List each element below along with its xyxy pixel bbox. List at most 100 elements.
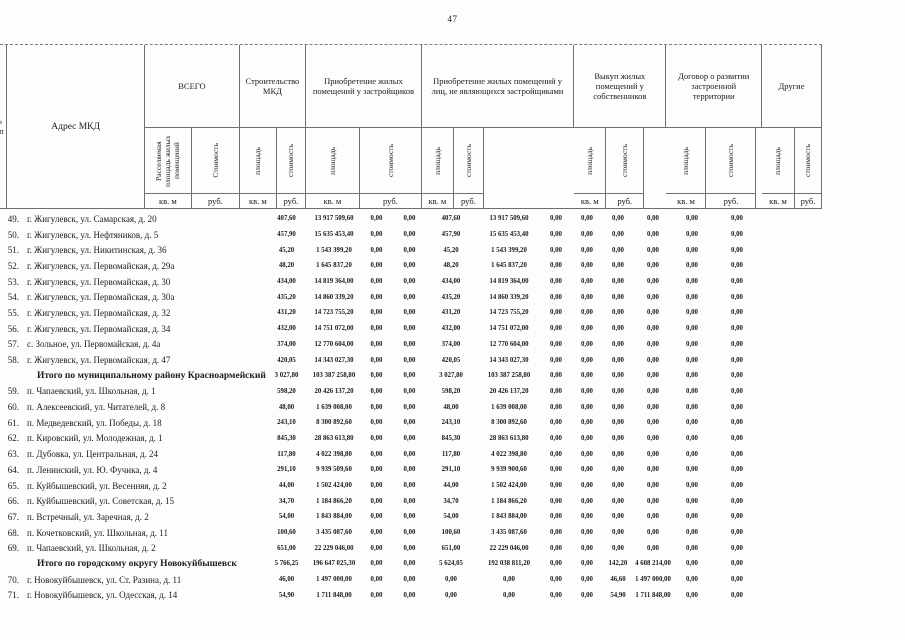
cell-construction-area: 0,00 [370,576,383,584]
row-number: 70. [7,574,19,585]
cell-construction-area: 0,00 [370,387,383,395]
cell-construction-cost: 0,00 [403,591,416,599]
cell-purchase-non-developers-cost: 0,00 [581,529,593,537]
row-number: 68. [7,527,19,538]
cell-purchase-non-developers-cost: 0,00 [581,450,593,458]
cell-contract-area: 0,00 [686,576,698,584]
header-group-other-label: Другие [761,45,822,128]
cell-purchase-non-developers-cost: 0,00 [581,434,593,442]
header-buyout-area: площадь [574,128,607,194]
table-row: 50. г. Жигулевск, ул. Нефтяников, д. 5 4… [0,227,822,243]
cell-contract-area: 0,00 [686,231,698,239]
cell-buyout-cost: 0,00 [647,466,659,474]
cell-construction-cost: 0,00 [403,356,416,364]
cell-total-cost: 1 711 848,00 [316,591,352,599]
cell-purchase-developers-area: 45,20 [443,246,459,254]
cell-purchase-non-developers-cost: 0,00 [581,403,593,411]
cell-purchase-developers-cost: 22 229 046,00 [489,544,529,552]
cell-total-cost: 14 860 339,20 [314,293,354,301]
unit-buyout-cost: руб. [606,194,645,208]
header-group-contract-label: Договор о развитии застроенной территори… [666,45,762,128]
cell-purchase-developers-cost: 1 843 884,00 [491,513,527,521]
cell-purchase-developers-area: 457,90 [441,231,461,239]
cell-total-area: 374,00 [277,340,296,348]
row-number: 56. [7,323,19,334]
cell-purchase-non-developers-cost: 0,00 [581,231,593,239]
cell-contract-area: 0,00 [686,309,698,317]
cell-buyout-area: 0,00 [612,387,624,395]
cell-buyout-cost: 0,00 [647,325,659,333]
row-address: г. Жигулевск, ул. Первомайская, д. 30 [27,276,171,287]
row-number: 53. [7,276,19,287]
cell-total-area: 407,60 [277,215,296,223]
row-number: 69. [7,543,19,554]
unit-other-cost: руб. [795,194,822,208]
header-total-area-label: Расселяемая площадь жилых помещений [154,134,182,187]
cell-purchase-non-developers-area: 0,00 [550,293,562,301]
cell-contract-cost: 0,00 [731,215,743,223]
table-row: 52. г. Жигулевск, ул. Первомайская, д. 2… [0,258,822,274]
table-row: 68. п. Кочетковский, ул. Школьная, д. 11… [0,525,822,541]
cell-purchase-non-developers-cost: 0,00 [581,246,593,254]
cell-purchase-developers-cost: 1 502 424,00 [491,482,527,490]
cell-purchase-non-developers-cost: 0,00 [581,278,593,286]
cell-construction-cost: 0,00 [403,513,416,521]
row-address: г. Жигулевск, ул. Никитинская, д. 36 [27,245,167,256]
cell-contract-area: 0,00 [686,293,698,301]
cell-construction-cost: 0,00 [403,497,416,505]
cell-construction-cost: 0,00 [403,450,416,458]
row-number: 67. [7,511,19,522]
row-number: 58. [7,355,19,366]
table-header: № п/п Адрес МКД ВСЕГО Расселяемая площад… [0,44,822,209]
cell-purchase-developers-area: 651,00 [441,544,461,552]
cell-total-area: 432,00 [277,325,296,333]
unit-other-area: кв. м [762,194,795,208]
table-row: 70. г. Новокуйбышевск, ул. Ст. Разина, д… [0,572,822,588]
header-purchase-developers-area-label: площадь [327,146,337,175]
cell-total-area: 34,70 [278,497,295,505]
cell-purchase-developers-cost: 14 723 755,20 [489,309,529,317]
cell-contract-cost: 0,00 [731,434,743,442]
cell-contract-area: 0,00 [686,278,698,286]
cell-purchase-non-developers-area: 0,00 [550,513,562,521]
cell-total-cost: 15 635 453,40 [314,231,354,239]
cell-total-area: 54,90 [278,591,295,599]
header-construction-area: площадь [239,128,277,194]
cell-purchase-developers-cost: 15 635 453,40 [489,231,529,239]
cell-buyout-cost: 0,00 [647,513,659,521]
cell-buyout-cost: 0,00 [647,544,659,552]
cell-total-cost: 9 939 509,60 [316,466,352,474]
cell-buyout-cost: 0,00 [647,372,659,380]
cell-purchase-non-developers-cost: 0,00 [581,309,593,317]
cell-total-cost: 4 022 398,80 [316,450,352,458]
row-number: 59. [7,386,19,397]
cell-construction-area: 0,00 [370,293,383,301]
cell-construction-cost: 0,00 [403,419,416,427]
cell-buyout-area: 0,00 [612,309,624,317]
cell-buyout-cost: 0,00 [647,340,659,348]
cell-buyout-cost: 0,00 [647,403,659,411]
cell-purchase-non-developers-area: 0,00 [550,560,562,568]
cell-purchase-non-developers-cost: 0,00 [581,372,593,380]
cell-purchase-developers-cost: 28 863 613,80 [489,434,529,442]
cell-construction-cost: 0,00 [403,278,416,286]
header-group-total: ВСЕГО Расселяемая площадь жилых помещени… [144,45,240,208]
cell-buyout-area: 0,00 [612,231,624,239]
row-number: 61. [7,417,19,428]
cell-construction-area: 0,00 [370,497,383,505]
cell-purchase-non-developers-cost: 0,00 [581,419,593,427]
header-purchase-developers-area: площадь [305,128,360,194]
header-buyout-cost-label: стоимость [620,144,630,177]
row-address: Итого по городскому округу Новокуйбышевс… [37,558,237,569]
cell-total-area: 54,00 [278,513,295,521]
cell-buyout-area: 0,00 [612,434,624,442]
unit-purchase-developers-cost: руб. [360,194,422,208]
cell-purchase-non-developers-cost: 0,00 [581,560,593,568]
cell-total-cost: 1 639 008,00 [316,403,352,411]
cell-purchase-non-developers-area: 0,00 [550,356,562,364]
table-row: 65. п. Куйбышевский, ул. Весенняя, д. 2 … [0,478,822,494]
unit-contract-cost: руб. [706,194,757,208]
cell-construction-cost: 0,00 [403,262,416,270]
cell-total-area: 243,10 [277,419,296,427]
header-contract-area-label: площадь [681,146,691,175]
